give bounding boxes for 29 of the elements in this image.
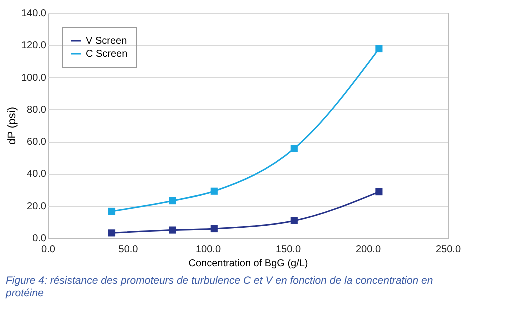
x-tick-label: 250.0 xyxy=(436,244,462,256)
caption: Figure 4: résistance des promoteurs de turbulence C et V en fonction de la concentration en protéine xyxy=(4,275,434,300)
point xyxy=(290,145,298,152)
point xyxy=(290,217,298,224)
point xyxy=(210,188,218,195)
y-tick-label: 0.0 xyxy=(32,234,47,244)
y-tick-label: 60.0 xyxy=(27,137,47,148)
y-tick-label: 80.0 xyxy=(27,104,47,116)
y-tick-label: 20.0 xyxy=(27,201,47,212)
legend-label: C Screen xyxy=(86,49,128,60)
point xyxy=(169,198,176,205)
x-axis-title: Concentration of BgG (g/L) xyxy=(188,258,308,270)
x-tick-label: 50.0 xyxy=(118,244,139,256)
legend-label: V Screen xyxy=(86,36,128,47)
x-tick-label: 0.0 xyxy=(42,244,56,256)
y-tick-label: 100.0 xyxy=(21,72,47,84)
point xyxy=(376,45,383,53)
y-tick-label: 140.0 xyxy=(21,8,47,20)
point xyxy=(108,230,116,237)
point xyxy=(210,225,218,233)
x-tick-label: 150.0 xyxy=(276,244,302,256)
x-tick-label: 200.0 xyxy=(356,244,382,256)
point xyxy=(108,208,116,216)
y-tick-label: 40.0 xyxy=(27,169,47,180)
x-tick-label: 100.0 xyxy=(196,244,222,256)
y-tick-label: 120.0 xyxy=(21,40,47,52)
point xyxy=(169,226,176,234)
point xyxy=(376,188,383,196)
y-axis-title: dP (psi) xyxy=(6,107,18,145)
